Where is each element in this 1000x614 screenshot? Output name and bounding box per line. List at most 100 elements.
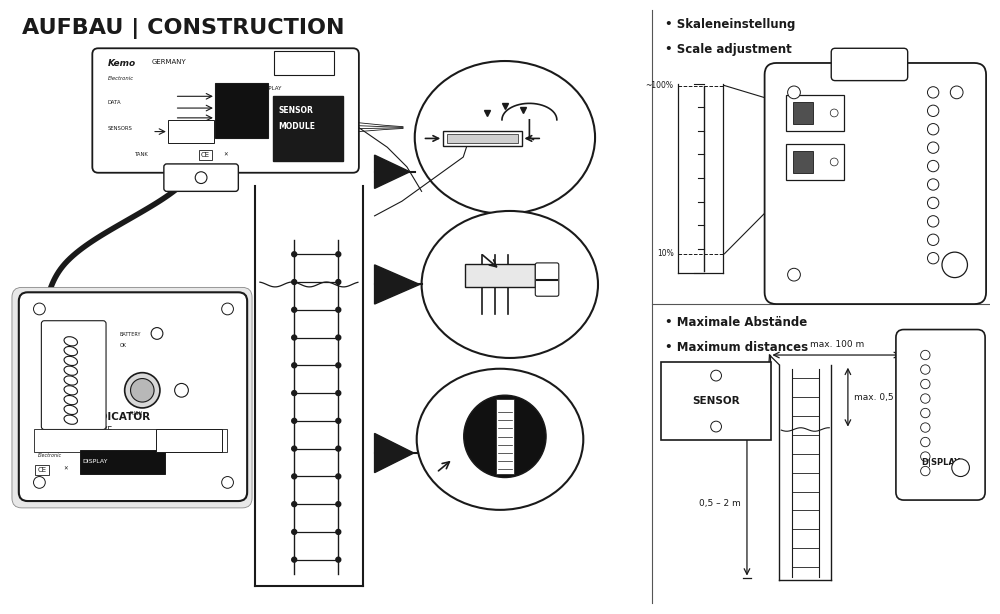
Text: • Scale adjustment: • Scale adjustment <box>665 44 791 56</box>
Circle shape <box>921 437 930 447</box>
Circle shape <box>927 216 939 227</box>
Polygon shape <box>375 155 410 188</box>
FancyBboxPatch shape <box>831 49 908 80</box>
Text: D|SPLAY: D|SPLAY <box>921 458 960 467</box>
Text: M227: M227 <box>278 57 297 63</box>
Text: TANK: TANK <box>135 152 149 157</box>
FancyBboxPatch shape <box>80 450 165 473</box>
Circle shape <box>921 408 930 418</box>
Circle shape <box>921 467 930 476</box>
Circle shape <box>336 558 341 562</box>
FancyBboxPatch shape <box>793 102 813 124</box>
Text: AUFBAU | CONSTRUCTION: AUFBAU | CONSTRUCTION <box>22 18 344 39</box>
Circle shape <box>927 142 939 154</box>
Text: GERMANY: GERMANY <box>152 59 187 65</box>
Circle shape <box>125 373 160 408</box>
Text: • Skaleneinstellung: • Skaleneinstellung <box>665 18 795 31</box>
Text: ✕: ✕ <box>63 467 68 472</box>
Polygon shape <box>375 265 420 304</box>
Ellipse shape <box>64 336 77 346</box>
Text: PUSH: PUSH <box>130 411 143 416</box>
Circle shape <box>952 459 969 476</box>
Circle shape <box>292 418 297 423</box>
Text: MODULE: MODULE <box>279 122 316 131</box>
Circle shape <box>830 109 838 117</box>
FancyBboxPatch shape <box>465 264 535 287</box>
Circle shape <box>292 279 297 284</box>
FancyBboxPatch shape <box>765 63 986 304</box>
Circle shape <box>175 383 188 397</box>
Text: • Maximum distances: • Maximum distances <box>665 341 808 354</box>
Text: SENSOR: SENSOR <box>692 396 740 406</box>
Ellipse shape <box>422 211 598 358</box>
FancyBboxPatch shape <box>168 120 214 143</box>
Text: CE: CE <box>201 152 210 158</box>
Circle shape <box>34 303 45 315</box>
Circle shape <box>292 252 297 257</box>
Circle shape <box>336 252 341 257</box>
Text: ✕: ✕ <box>224 152 228 157</box>
Circle shape <box>921 351 930 360</box>
Circle shape <box>336 529 341 534</box>
Ellipse shape <box>64 386 77 395</box>
Circle shape <box>921 452 930 461</box>
Text: Kemo: Kemo <box>37 438 64 448</box>
Circle shape <box>927 87 939 98</box>
Circle shape <box>336 474 341 479</box>
Circle shape <box>195 172 207 184</box>
Circle shape <box>921 423 930 432</box>
Circle shape <box>292 502 297 507</box>
Polygon shape <box>375 433 414 473</box>
Text: DATA: DATA <box>108 100 122 105</box>
Ellipse shape <box>64 395 77 405</box>
Circle shape <box>921 394 930 403</box>
Circle shape <box>711 421 721 432</box>
Circle shape <box>927 197 939 209</box>
Circle shape <box>292 391 297 395</box>
FancyBboxPatch shape <box>156 429 222 452</box>
Circle shape <box>336 502 341 507</box>
FancyBboxPatch shape <box>41 321 106 430</box>
Ellipse shape <box>64 366 77 375</box>
FancyBboxPatch shape <box>443 131 522 146</box>
FancyBboxPatch shape <box>793 151 813 173</box>
Ellipse shape <box>64 405 77 414</box>
Circle shape <box>222 303 233 315</box>
FancyBboxPatch shape <box>92 49 359 173</box>
Ellipse shape <box>415 61 595 214</box>
Text: GERMANY: GERMANY <box>84 438 115 443</box>
Circle shape <box>942 252 967 278</box>
Circle shape <box>336 391 341 395</box>
FancyBboxPatch shape <box>661 362 771 440</box>
FancyBboxPatch shape <box>274 51 334 75</box>
Text: OK: OK <box>120 343 127 348</box>
Text: DISPLAY: DISPLAY <box>260 85 282 90</box>
FancyBboxPatch shape <box>786 144 844 180</box>
FancyBboxPatch shape <box>535 263 559 296</box>
Circle shape <box>151 328 163 340</box>
Circle shape <box>788 268 800 281</box>
Circle shape <box>830 158 838 166</box>
Text: max. 100 m: max. 100 m <box>810 340 864 349</box>
Ellipse shape <box>417 369 583 510</box>
Circle shape <box>336 446 341 451</box>
Text: CAPACITIVE: CAPACITIVE <box>69 426 113 435</box>
Text: LEVEL INDICATOR: LEVEL INDICATOR <box>47 412 150 422</box>
Circle shape <box>927 160 939 172</box>
FancyBboxPatch shape <box>496 398 514 474</box>
Circle shape <box>921 379 930 389</box>
Circle shape <box>292 446 297 451</box>
Circle shape <box>950 86 963 99</box>
Text: DISPLAY: DISPLAY <box>83 459 108 464</box>
Circle shape <box>292 363 297 368</box>
Circle shape <box>34 476 45 488</box>
Circle shape <box>292 558 297 562</box>
Text: SENSOR: SENSOR <box>279 106 313 115</box>
Circle shape <box>292 308 297 313</box>
FancyBboxPatch shape <box>273 96 343 161</box>
Circle shape <box>336 418 341 423</box>
Circle shape <box>292 529 297 534</box>
Circle shape <box>336 308 341 313</box>
Circle shape <box>464 395 546 478</box>
Circle shape <box>336 335 341 340</box>
